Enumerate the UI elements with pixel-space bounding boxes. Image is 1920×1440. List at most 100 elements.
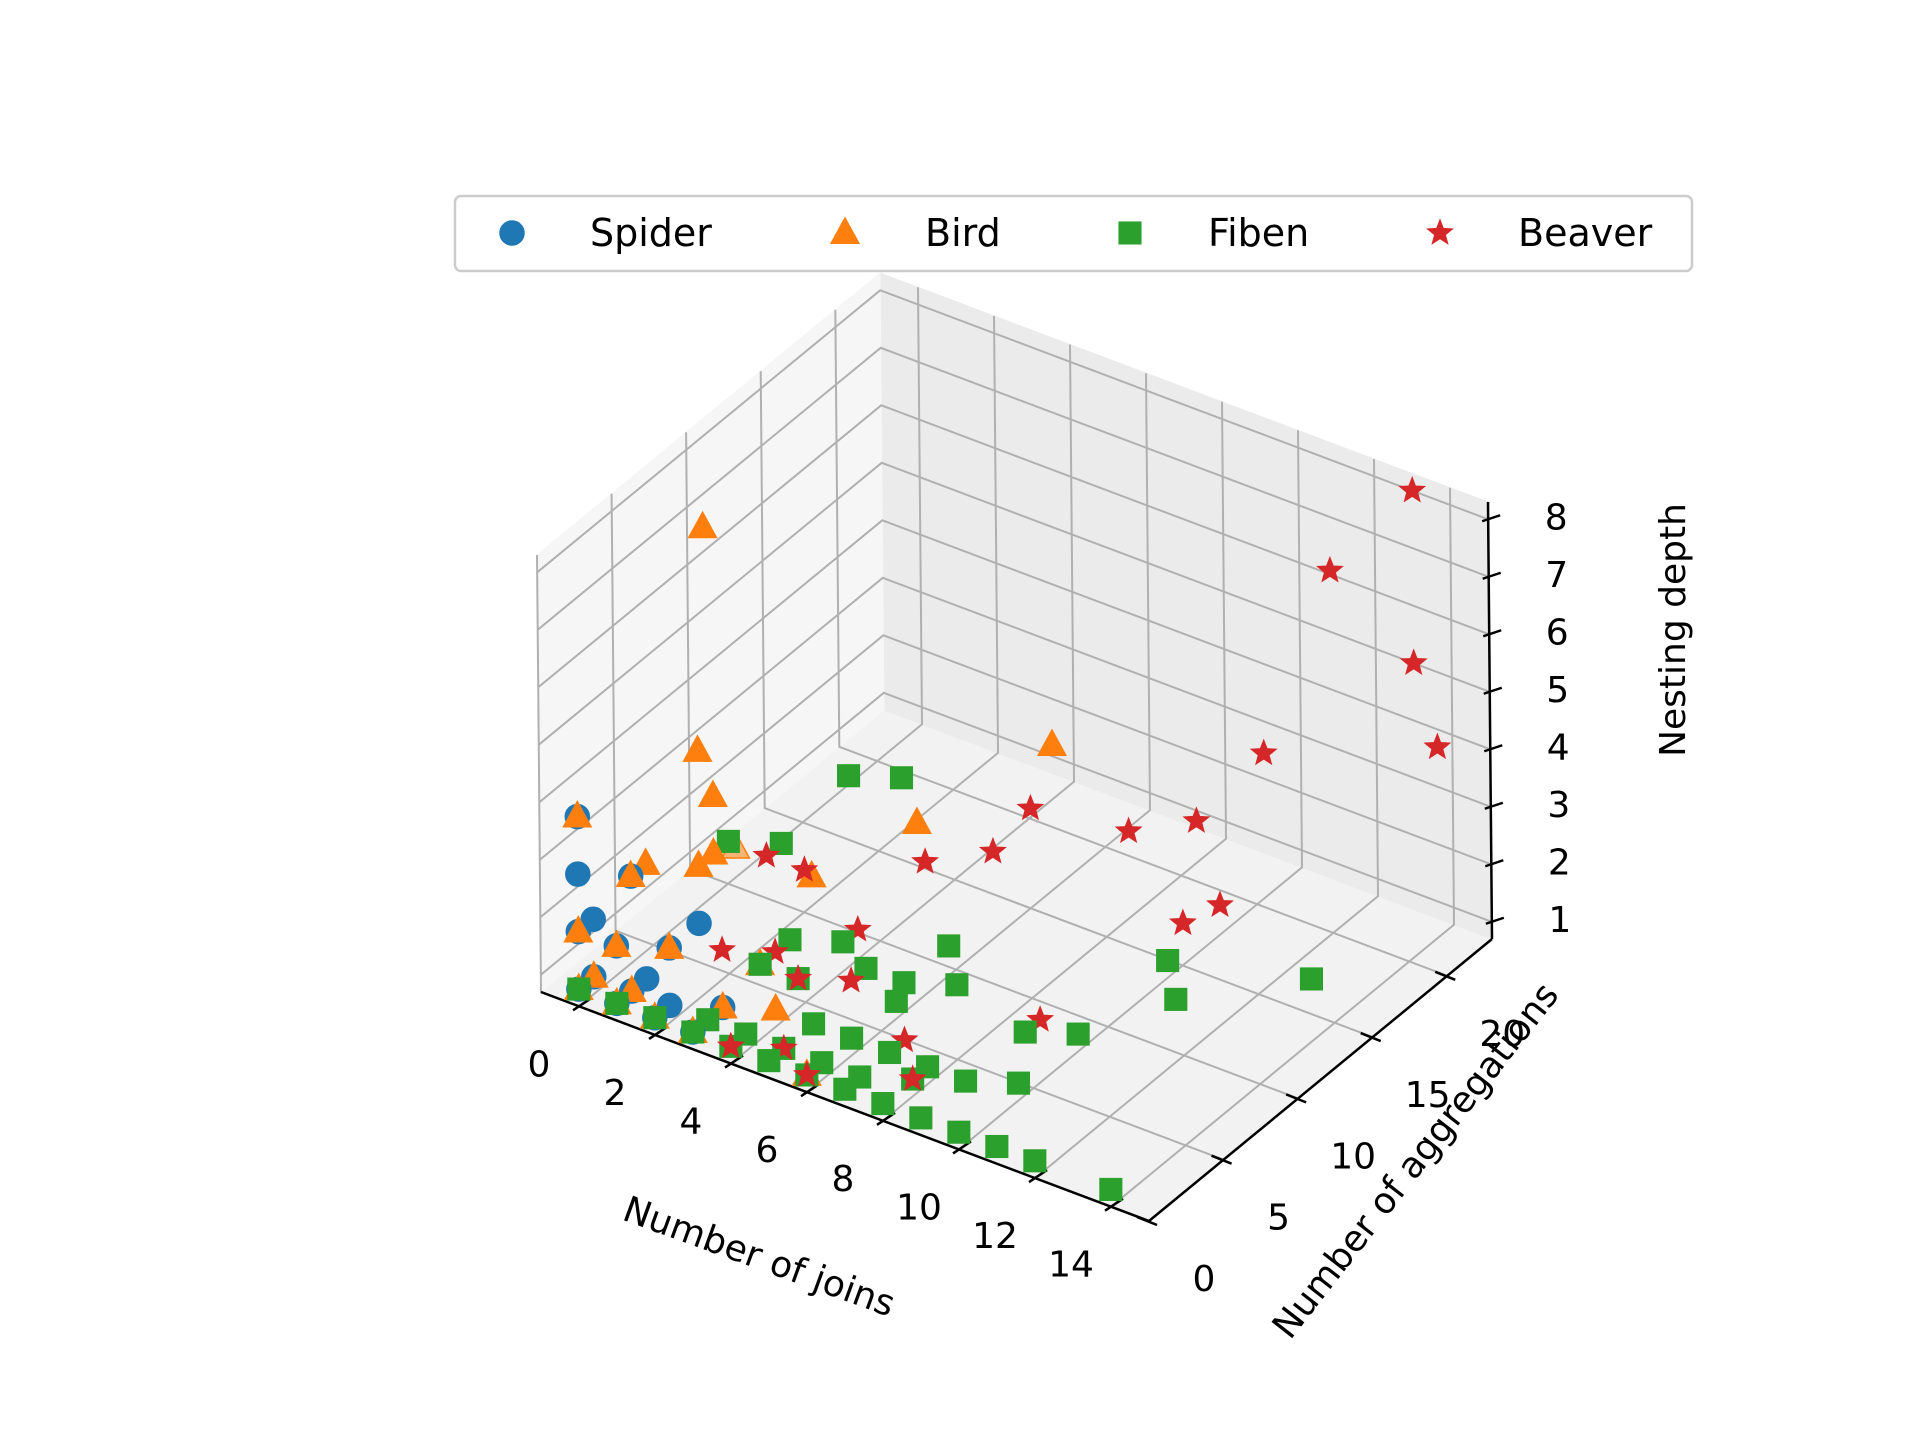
x-grid-line (806, 373, 1152, 1093)
beaver-point (1026, 1005, 1055, 1032)
fiben-point (854, 956, 878, 980)
y-tick (1434, 970, 1456, 981)
x-tick-label: 12 (972, 1216, 1018, 1257)
bird-point (563, 915, 594, 943)
x-grid-line (1034, 459, 1380, 1179)
fiben-point (871, 1092, 895, 1116)
beaver-point (1114, 816, 1143, 844)
y-tick (1211, 1154, 1233, 1165)
fiben-point (840, 1026, 864, 1050)
bird-point (562, 800, 593, 828)
beaver-point (1249, 738, 1278, 766)
beaver-point (1016, 793, 1045, 821)
z-grid-line (536, 289, 1489, 574)
beaver-point (792, 1060, 821, 1087)
x-tick-label: 0 (528, 1044, 551, 1085)
legend-label-beaver: Beaver (1518, 211, 1653, 255)
axis-lines (540, 501, 1494, 1223)
legend-marker-fiben (1118, 221, 1142, 245)
beaver-point (752, 841, 781, 868)
fiben-point (802, 1012, 826, 1036)
x-tick-label: 8 (832, 1159, 855, 1200)
y-tick-label: 0 (1193, 1259, 1216, 1300)
z-grid-line (537, 404, 1490, 689)
x-tick-label: 10 (896, 1187, 942, 1228)
z-grid-line (539, 576, 1492, 861)
z-tick (1482, 571, 1502, 580)
beaver-point (784, 963, 813, 991)
spider-point (565, 861, 591, 887)
fiben-point (605, 991, 629, 1015)
beaver-point (716, 1031, 745, 1059)
z-tick-label: 5 (1546, 670, 1569, 711)
fiben-point (878, 1040, 902, 1065)
fiben-point (567, 977, 591, 1001)
fiben-point (985, 1134, 1009, 1159)
y-axis-line (1148, 938, 1493, 1222)
beaver-point (890, 1025, 919, 1053)
fiben-point (1299, 967, 1324, 991)
legend-marker-spider (499, 220, 525, 246)
beaver-point (790, 855, 819, 882)
x-grid-line (958, 430, 1304, 1151)
x-grid-line (730, 344, 1076, 1065)
z-tick-label: 7 (1545, 555, 1568, 596)
fiben-point (954, 1069, 978, 1093)
z-grid-line (539, 634, 1492, 919)
z-tick-label: 2 (1548, 842, 1571, 883)
fiben-point (831, 930, 855, 954)
z-tick (1484, 801, 1504, 810)
fiben-point (1006, 1071, 1031, 1095)
y-tick-label: 5 (1267, 1198, 1290, 1239)
z-tick (1484, 859, 1504, 868)
fiben-point (1156, 948, 1180, 973)
fiben-point (945, 973, 969, 997)
x-grid-line (882, 401, 1228, 1122)
fiben-point (1066, 1022, 1090, 1046)
bird-point (687, 510, 718, 539)
fiben-point (778, 928, 802, 952)
x-tick-label: 14 (1048, 1245, 1094, 1286)
data-points (562, 475, 1452, 1201)
z-tick-label: 6 (1546, 612, 1569, 653)
beaver-point (1423, 732, 1452, 760)
z-tick-label: 1 (1548, 900, 1571, 941)
fiben-point (833, 1077, 857, 1101)
legend-label-spider: Spider (590, 211, 712, 255)
beaver-point (1168, 908, 1197, 936)
z-axis-label: Nesting depth (1653, 503, 1694, 757)
z-tick (1483, 744, 1503, 753)
z-tick (1483, 686, 1503, 695)
legend-marker-beaver (1426, 218, 1454, 245)
z-axis-line (1486, 501, 1494, 940)
y-tick-label: 20 (1479, 1014, 1525, 1055)
bird-point (615, 859, 646, 888)
fiben-point (1013, 1020, 1037, 1044)
z-tick-label: 4 (1547, 727, 1570, 768)
fiben-point (937, 934, 961, 958)
x-axis-line (540, 990, 1150, 1223)
beaver-point (837, 966, 865, 993)
fiben-point (892, 971, 916, 995)
legend-frame (453, 194, 1694, 273)
beaver-point (761, 937, 789, 964)
legend: Spider Bird Fiben Beaver (453, 194, 1694, 273)
fiben-point (947, 1120, 971, 1144)
fiben-point (769, 831, 793, 855)
beaver-point (978, 836, 1007, 864)
fiben-point (889, 766, 914, 790)
beaver-point (898, 1064, 927, 1091)
grid-lines (536, 287, 1493, 1222)
fiben-point (757, 1049, 781, 1073)
legend-label-bird: Bird (925, 211, 1001, 255)
z-grid-line (537, 346, 1490, 631)
beaver-point (1398, 475, 1427, 503)
x-tick-label: 4 (680, 1102, 703, 1143)
bird-point (682, 734, 713, 762)
bird-point (698, 837, 729, 865)
bird-point (1036, 728, 1068, 757)
y-grid-line (834, 309, 1448, 977)
beaver-point (1316, 555, 1344, 583)
